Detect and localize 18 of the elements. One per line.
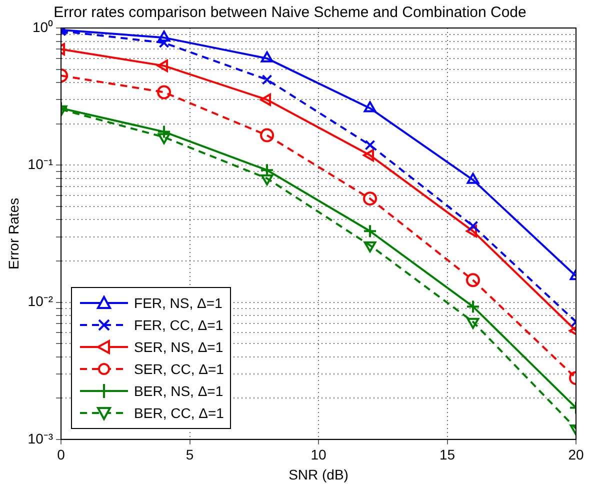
legend-label: BER, NS, Δ=1 [134, 383, 224, 400]
y-tick-label: 10⁻³ [28, 430, 54, 446]
y-tick-label: 10⁻¹ [28, 156, 54, 172]
y-axis-title: Error Rates [5, 198, 22, 270]
x-axis-title: SNR (dB) [288, 466, 348, 482]
y-tick-label: 10⁻² [28, 293, 54, 310]
legend-label: FER, CC, Δ=1 [134, 317, 224, 334]
x-tick-label: 15 [439, 446, 456, 463]
y-tick-label: 10⁰ [32, 18, 54, 35]
legend-label: BER, CC, Δ=1 [134, 405, 224, 422]
chart-title: Error rates comparison between Naive Scheme and Combination Code [54, 4, 526, 22]
legend-label: FER, NS, Δ=1 [134, 295, 222, 312]
x-tick-label: 0 [57, 446, 66, 463]
legend-label: SER, NS, Δ=1 [134, 339, 224, 356]
x-tick-label: 5 [186, 446, 194, 463]
legend-label: SER, CC, Δ=1 [134, 361, 224, 378]
x-tick-label: 10 [310, 446, 327, 463]
x-tick-label: 20 [568, 446, 584, 463]
